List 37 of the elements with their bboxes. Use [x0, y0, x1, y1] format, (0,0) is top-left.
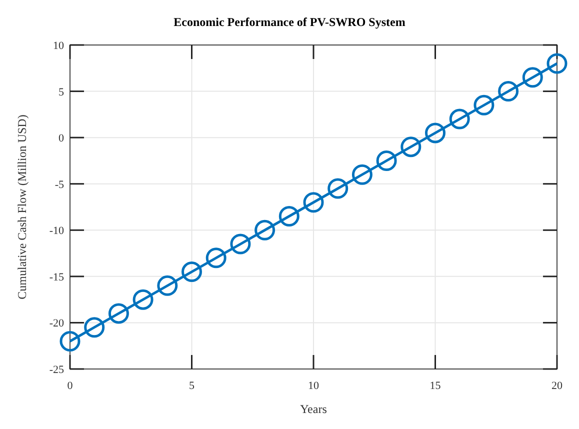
y-tick-label: -5 — [54, 178, 64, 191]
x-tick-label: 10 — [308, 380, 320, 392]
point — [522, 67, 543, 88]
point — [206, 248, 226, 268]
point — [132, 289, 154, 310]
y-tick-label: -25 — [49, 364, 64, 376]
x-tick-label: 0 — [67, 380, 74, 392]
point — [157, 275, 178, 296]
point — [449, 108, 470, 130]
point — [376, 150, 397, 171]
point — [400, 136, 422, 158]
y-tick-label: -15 — [49, 271, 64, 284]
point — [474, 94, 494, 116]
y-axis-title: Cumulative Cash Flow (Million USD) — [15, 114, 29, 300]
point — [328, 178, 348, 199]
point — [303, 192, 324, 213]
point — [182, 262, 202, 282]
point — [498, 81, 519, 102]
point — [254, 220, 276, 240]
x-tick-label: 15 — [430, 380, 442, 392]
x-tick-label: 20 — [552, 380, 563, 392]
point — [108, 303, 129, 324]
x-axis-title: Years — [300, 402, 328, 416]
chart-title: Economic Performance of PV-SWRO System — [174, 15, 406, 29]
point — [230, 234, 251, 254]
point — [60, 330, 80, 352]
point — [546, 53, 568, 74]
point — [425, 122, 446, 144]
y-tick-label: 5 — [58, 86, 64, 98]
y-tick-label: -20 — [49, 318, 64, 330]
y-tick-label: 0 — [58, 132, 64, 145]
y-tick-label: 10 — [53, 40, 64, 52]
point — [278, 206, 300, 227]
point — [84, 317, 105, 338]
point — [352, 164, 372, 185]
y-tick-label: -10 — [49, 225, 64, 238]
x-tick-label: 5 — [189, 380, 195, 392]
